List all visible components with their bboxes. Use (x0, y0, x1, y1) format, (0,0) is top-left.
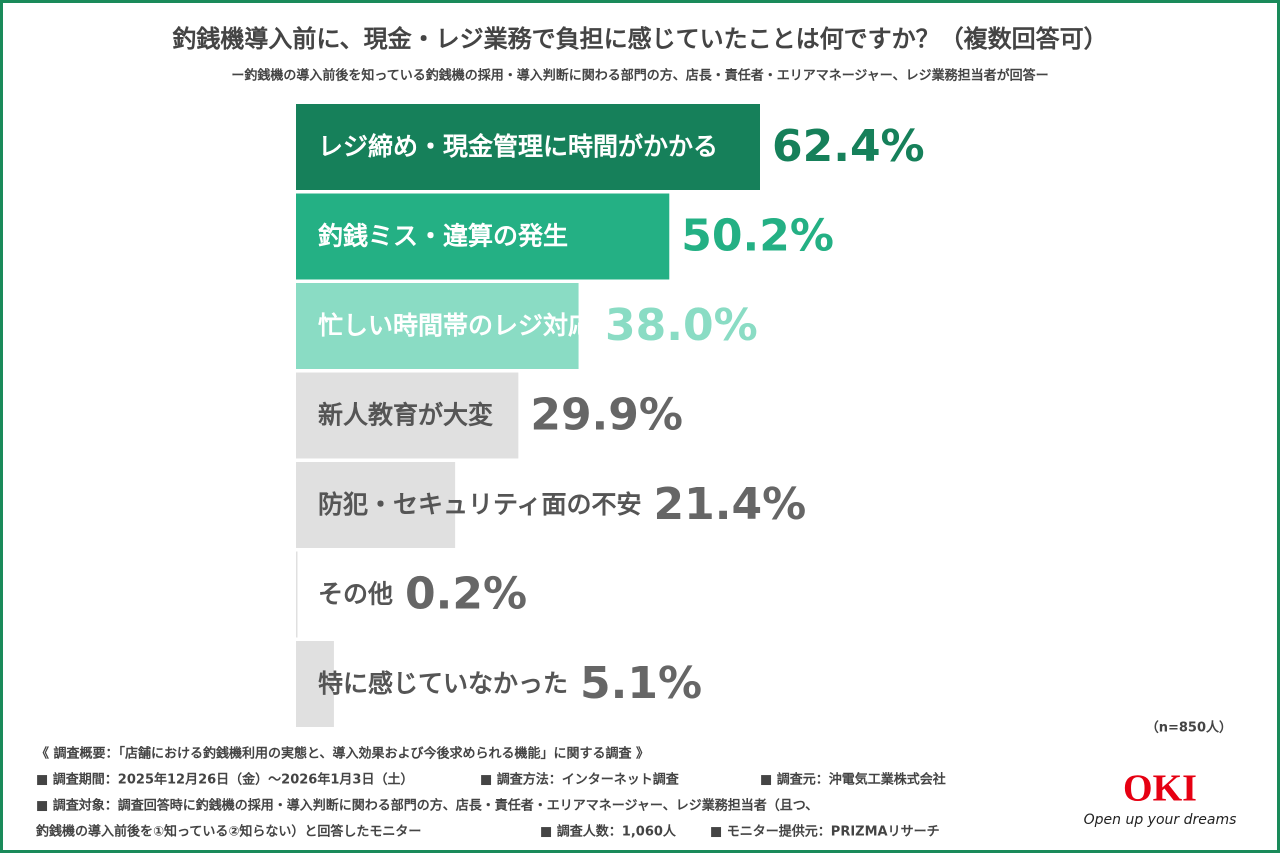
bar (296, 641, 334, 727)
bar (296, 193, 670, 280)
bar (296, 372, 519, 459)
bar (296, 551, 298, 638)
chart-subtitle: ー釣銭機の導入前後を知っている釣銭機の採用・導入判断に関わる部門の方、店長・責任… (231, 68, 1048, 84)
category-label: レジ締め・現金管理に時間がかかる (318, 132, 718, 161)
bar (296, 462, 456, 548)
value-label: 62.4% (772, 121, 925, 172)
footer-note: ■ 調査方法：インターネット調査 (480, 772, 680, 788)
logo: OKI (1123, 768, 1197, 810)
footer-note: ■ 調査元：沖電気工業株式会社 (760, 772, 946, 788)
footer-note: ■ モニター提供元：PRIZMAリサーチ (710, 824, 940, 840)
value-label: 21.4% (654, 479, 807, 530)
chart-title: 釣銭機導入前に、現金・レジ業務で負担に感じていたことは何ですか？（複数回答可） (172, 25, 1107, 53)
footer-note: ■ 調査対象：調査回答時に釣銭機の採用・導入判断に関わる部門の方、店長・責任者・… (36, 798, 818, 814)
category-label: 新人教育が大変 (318, 401, 493, 430)
footer-note: 《 調査概要：「店舗における釣銭機利用の実態と、導入効果および今後求められる機能… (36, 746, 649, 762)
category-label: 防犯・セキュリティ面の不安 (318, 490, 642, 519)
category-label: その他 (318, 580, 393, 609)
footer-note: ■ 調査期間：2025年12月26日（金）～2026年1月3日（土） (36, 772, 413, 788)
sample-note: （n=850人） (1146, 720, 1232, 736)
value-label: 0.2% (405, 569, 527, 620)
value-label: 29.9% (530, 390, 683, 441)
category-label: 忙しい時間帯のレジ対応 (318, 311, 593, 340)
category-label: 特に感じていなかった (318, 669, 568, 698)
slogan: Open up your dreams (1084, 812, 1237, 828)
value-label: 5.1% (580, 658, 702, 709)
bar (296, 283, 579, 369)
category-label: 釣銭ミス・違算の発生 (318, 222, 568, 251)
value-label: 50.2% (681, 211, 834, 262)
footer-note: ■ 調査人数：1,060人 (540, 824, 677, 840)
value-label: 38.0% (605, 300, 758, 351)
footer-note: 釣銭機の導入前後を①知っている②知らない）と回答したモニター (36, 824, 421, 840)
bar (296, 104, 760, 190)
